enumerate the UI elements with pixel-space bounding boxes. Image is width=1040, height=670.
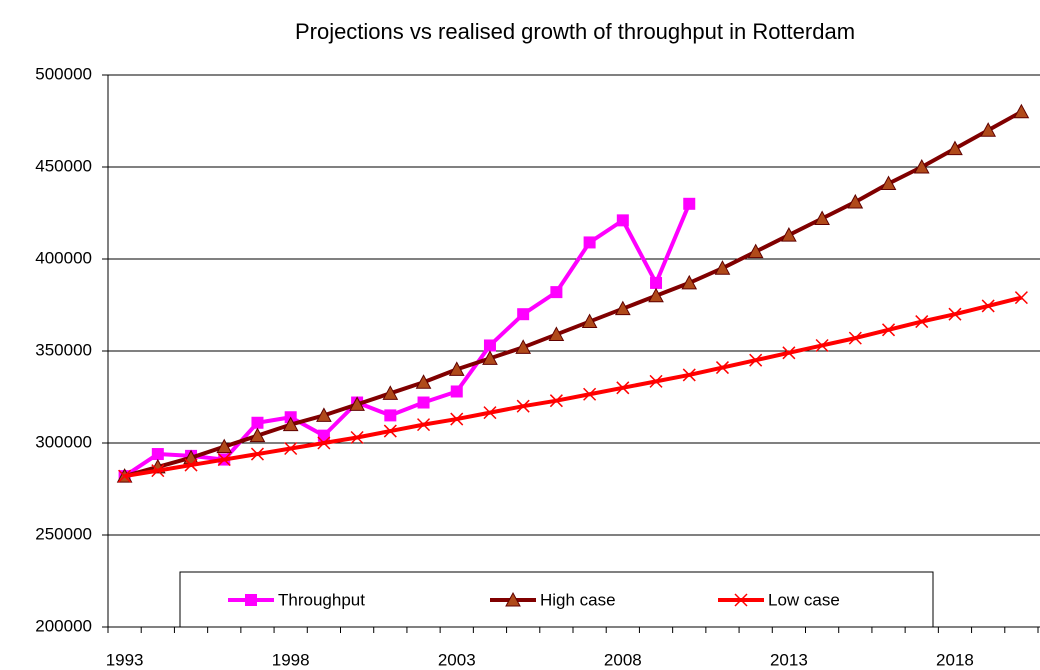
- marker: [915, 315, 929, 329]
- marker: [515, 339, 532, 354]
- marker: [715, 361, 729, 375]
- legend-label: Low case: [768, 590, 840, 609]
- y-tick-label: 300000: [35, 432, 92, 451]
- marker: [317, 436, 331, 450]
- marker: [781, 227, 797, 242]
- marker: [482, 350, 498, 365]
- marker: [151, 448, 164, 461]
- marker: [848, 331, 862, 345]
- marker: [714, 260, 731, 275]
- marker: [417, 418, 431, 432]
- marker: [245, 594, 257, 606]
- marker: [880, 175, 897, 191]
- marker: [981, 299, 995, 313]
- marker: [648, 287, 664, 303]
- x-tick-label: 2013: [770, 650, 808, 669]
- marker: [517, 308, 530, 321]
- x-tick-label: 2018: [936, 650, 974, 669]
- x-tick-label: 1998: [272, 650, 310, 669]
- marker: [734, 593, 748, 607]
- marker: [151, 464, 165, 478]
- marker: [548, 326, 565, 341]
- marker: [284, 441, 298, 456]
- marker: [614, 300, 631, 316]
- marker: [316, 407, 332, 422]
- marker: [682, 368, 696, 382]
- marker: [549, 394, 563, 408]
- marker: [450, 412, 464, 426]
- marker: [550, 286, 563, 299]
- legend: Throughput High case Low case: [179, 571, 934, 628]
- y-tick-label: 350000: [35, 340, 92, 359]
- marker: [450, 385, 463, 398]
- y-tick-label: 200000: [35, 616, 92, 635]
- marker: [184, 458, 198, 472]
- marker: [1014, 291, 1028, 305]
- marker: [980, 122, 997, 137]
- chart-title: Projections vs realised growth of throug…: [295, 19, 855, 44]
- marker: [583, 387, 597, 401]
- marker: [681, 274, 698, 290]
- series-line: [124, 295, 1022, 479]
- y-tick-label: 400000: [35, 248, 92, 267]
- marker: [814, 210, 830, 226]
- marker: [516, 399, 530, 413]
- marker: [483, 406, 497, 420]
- legend-label: High case: [540, 590, 616, 609]
- marker: [882, 323, 896, 337]
- marker: [505, 591, 521, 607]
- marker: [616, 381, 630, 395]
- y-tick-label: 450000: [35, 156, 92, 175]
- y-tick-label: 500000: [35, 64, 92, 83]
- marker: [415, 374, 432, 389]
- marker: [649, 374, 663, 388]
- marker: [616, 214, 629, 227]
- marker: [417, 396, 430, 409]
- x-tick-label: 2003: [438, 650, 476, 669]
- marker: [217, 453, 231, 467]
- legend-box: [179, 571, 934, 628]
- marker: [118, 469, 132, 483]
- marker: [913, 158, 930, 174]
- marker: [216, 438, 233, 454]
- y-tick-label: 250000: [35, 524, 92, 543]
- marker: [317, 429, 330, 442]
- marker: [1013, 103, 1030, 119]
- marker: [583, 236, 596, 249]
- marker: [383, 424, 397, 438]
- marker: [847, 193, 864, 209]
- marker: [947, 140, 963, 156]
- marker: [483, 339, 496, 352]
- marker: [251, 416, 264, 429]
- marker: [782, 346, 796, 360]
- marker: [448, 361, 465, 376]
- marker: [250, 447, 264, 461]
- marker: [282, 416, 299, 432]
- legend-label: Throughput: [278, 590, 365, 609]
- x-tick-label: 1993: [106, 650, 144, 669]
- marker: [382, 385, 399, 400]
- marker: [249, 427, 266, 443]
- series-line: [123, 203, 692, 478]
- marker: [815, 338, 829, 353]
- marker: [581, 313, 598, 329]
- series-line: [124, 110, 1023, 479]
- marker: [948, 307, 962, 321]
- marker: [747, 243, 764, 259]
- marker: [349, 396, 365, 411]
- marker: [749, 353, 763, 367]
- marker: [650, 276, 663, 289]
- marker: [350, 430, 364, 445]
- x-tick-label: 2008: [604, 650, 642, 669]
- marker: [683, 197, 696, 210]
- marker: [384, 409, 397, 422]
